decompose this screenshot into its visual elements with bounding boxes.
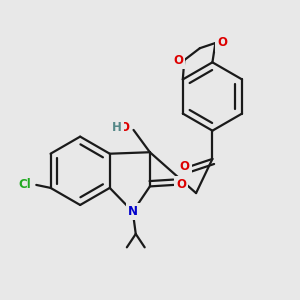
Text: N: N	[128, 205, 138, 218]
Text: O: O	[180, 160, 190, 173]
Text: O: O	[173, 54, 183, 67]
Text: O: O	[217, 37, 227, 50]
Text: Cl: Cl	[18, 178, 31, 191]
Text: O: O	[119, 121, 129, 134]
Text: O: O	[176, 178, 186, 191]
Text: H: H	[112, 121, 122, 134]
